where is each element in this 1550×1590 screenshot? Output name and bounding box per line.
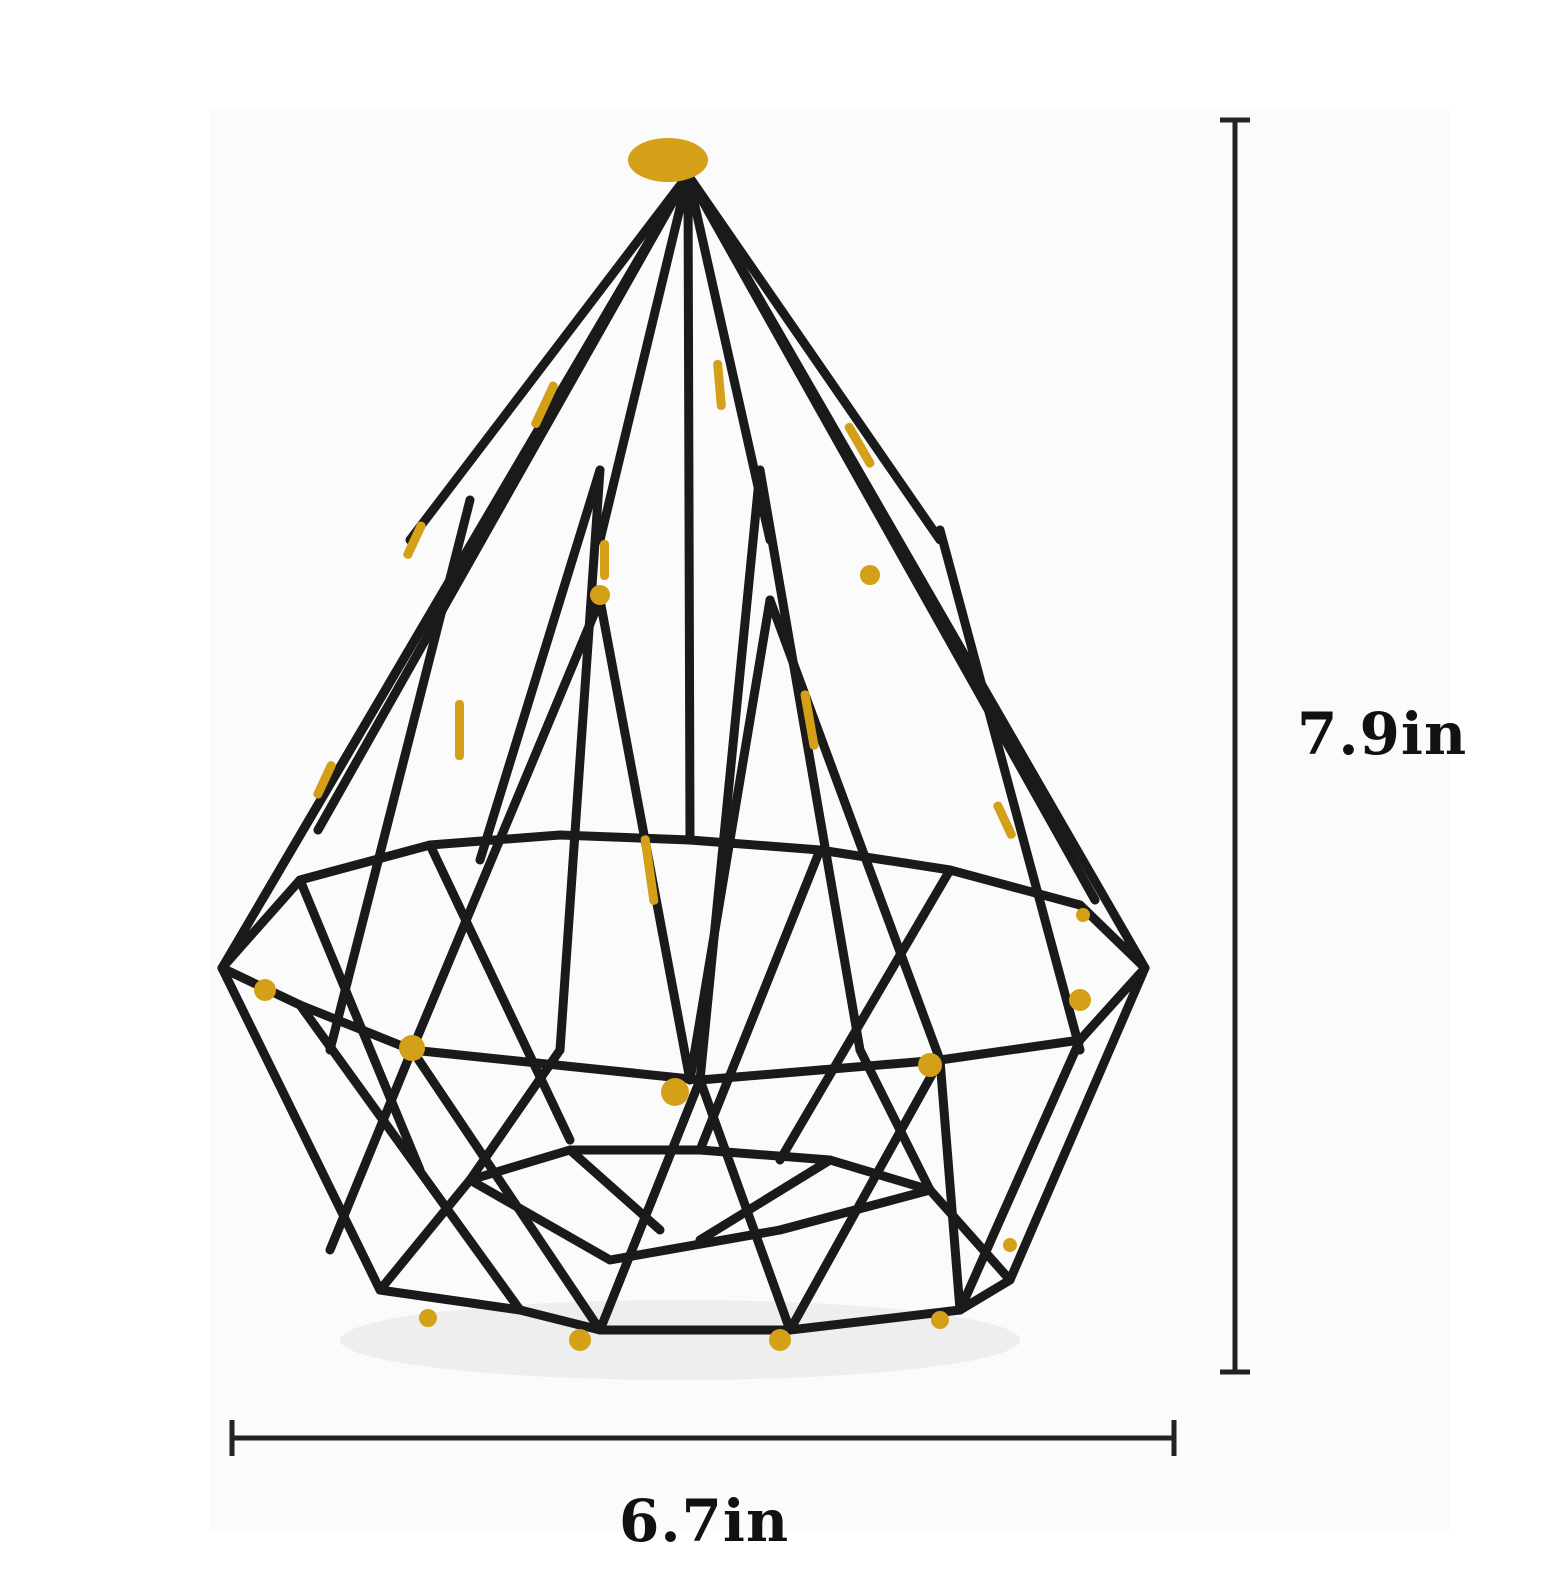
wire-cage (217, 170, 1150, 1335)
gold-joints (254, 138, 1091, 1351)
height-dimension-line (1220, 117, 1250, 1375)
apex-cap (628, 138, 708, 182)
width-label: 6.7in (619, 1487, 790, 1555)
height-label: 7.9in (1297, 700, 1468, 768)
width-dimension-line (229, 1420, 1177, 1456)
